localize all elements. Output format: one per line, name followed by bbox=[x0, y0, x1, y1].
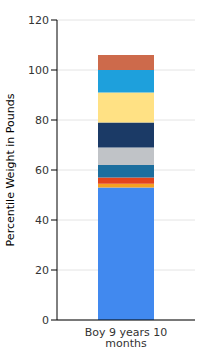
svg-text:120: 120 bbox=[28, 14, 49, 27]
svg-text:0: 0 bbox=[42, 314, 49, 327]
svg-text:80: 80 bbox=[35, 114, 49, 127]
svg-text:Boy 9 years 10months: Boy 9 years 10months bbox=[85, 326, 168, 350]
svg-text:60: 60 bbox=[35, 164, 49, 177]
svg-text:40: 40 bbox=[35, 214, 49, 227]
svg-text:Percentile Weight in Pounds: Percentile Weight in Pounds bbox=[8, 93, 17, 246]
svg-text:100: 100 bbox=[28, 64, 49, 77]
svg-text:20: 20 bbox=[35, 264, 49, 277]
